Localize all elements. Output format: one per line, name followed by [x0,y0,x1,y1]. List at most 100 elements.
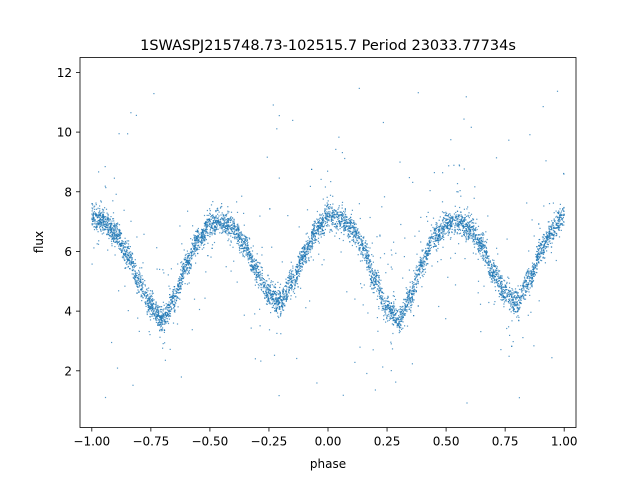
data-point [552,202,554,204]
data-point [112,231,114,233]
data-point [316,226,318,229]
data-point [477,258,479,260]
data-point [342,239,344,242]
data-point [365,250,367,252]
data-point [484,246,486,248]
data-point [123,249,125,251]
data-point [121,250,123,252]
data-point [491,278,493,280]
data-point [548,238,550,240]
data-point [390,343,392,345]
data-point [290,269,292,271]
data-point [434,230,436,232]
data-point [390,341,392,343]
data-point [135,114,137,116]
data-point [98,211,100,213]
data-point [99,219,101,221]
data-point [445,318,447,320]
data-point [303,251,305,253]
data-point [227,212,229,214]
data-point [516,301,518,304]
data-point [443,217,446,220]
data-point [190,252,192,254]
data-point [277,315,279,317]
data-point [148,305,150,308]
data-point [538,241,540,243]
data-point [406,292,408,294]
data-point [535,266,537,268]
data-point [305,261,308,263]
data-point [530,282,533,284]
data-point [328,211,330,213]
data-point [246,239,248,242]
data-point [485,255,487,257]
data-point [485,261,487,263]
data-point [253,260,256,263]
data-point [368,250,370,252]
data-point [544,257,546,259]
data-point [244,238,246,240]
data-point [379,295,381,297]
data-point [165,313,167,315]
data-point [485,261,487,263]
data-point [347,230,350,232]
data-point [497,283,499,285]
data-point [529,277,531,279]
data-point [468,228,470,230]
data-point [474,239,476,241]
data-point [392,312,394,314]
data-point [147,290,149,292]
data-point [508,309,511,311]
data-point [308,260,310,262]
data-point [225,266,227,268]
data-point [245,240,247,242]
data-point [386,297,388,300]
data-point [294,284,296,286]
data-point [113,228,115,230]
data-point [268,295,270,297]
data-point [371,277,373,279]
data-point [343,210,345,212]
data-point [422,275,424,278]
data-point [401,312,404,314]
data-point [179,285,181,287]
data-point [376,317,378,319]
data-point [193,252,195,254]
data-point [539,244,541,246]
data-point [427,247,429,249]
data-point [260,286,262,288]
data-point [516,316,518,318]
data-point [151,295,153,298]
data-point [404,237,406,239]
data-point [515,299,517,301]
data-point [156,315,158,317]
data-point [375,276,378,278]
data-point [113,237,115,239]
data-point [536,250,538,253]
data-point [521,294,523,296]
data-point [494,273,497,275]
data-point [153,93,155,95]
data-point [335,213,337,216]
data-point [483,247,485,250]
data-point [508,139,510,141]
data-point [188,259,190,261]
data-point [508,326,510,328]
data-point [482,252,484,254]
data-point [470,220,473,222]
data-point [492,265,494,267]
data-point [254,284,256,286]
data-point [417,283,419,285]
data-point [261,246,263,248]
data-point [530,311,532,313]
data-point [449,213,451,215]
data-point [230,235,232,237]
data-point [220,222,222,224]
data-point [492,280,494,282]
data-point [509,334,511,336]
data-point [373,277,375,279]
data-point [148,307,151,310]
data-point [429,248,431,250]
data-point [355,241,357,243]
data-point [458,164,460,166]
